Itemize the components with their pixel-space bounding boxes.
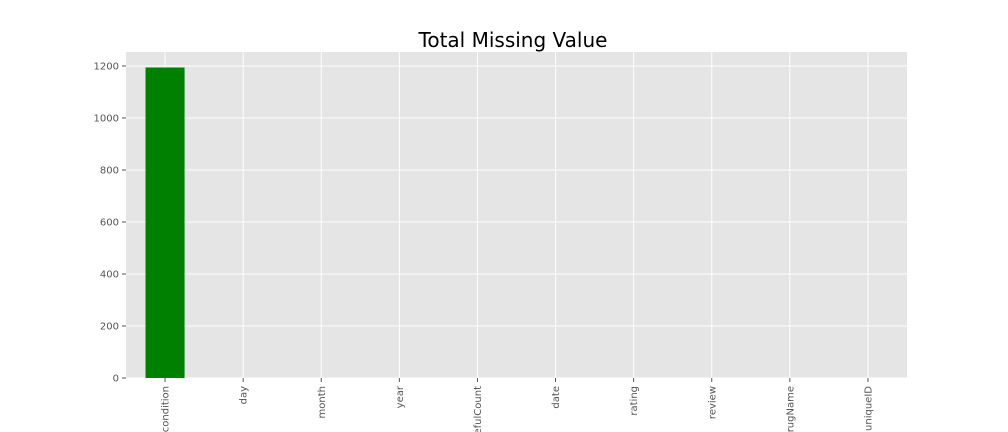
y-tick-label: 1200 xyxy=(94,61,119,72)
x-tick-label: drugName xyxy=(785,386,796,432)
x-tick-label: review xyxy=(707,386,718,419)
x-tick-label: usefulCount xyxy=(473,386,484,432)
y-axis-ticks: 0 200 400 600 800 1000 1200 xyxy=(94,61,126,385)
chart-title: Total Missing Value xyxy=(418,28,608,52)
y-tick-label: 200 xyxy=(100,321,119,332)
y-tick-label: 0 xyxy=(113,374,119,385)
y-tick-label: 600 xyxy=(100,217,119,228)
plot-area xyxy=(126,52,907,378)
x-tick-label: month xyxy=(317,386,328,418)
x-tick-label: rating xyxy=(629,386,640,416)
y-tick-label: 1000 xyxy=(94,113,119,124)
bars xyxy=(145,67,185,379)
x-axis-ticks: condition day month year usefulCount date rati… xyxy=(161,378,874,432)
x-tick-label: year xyxy=(395,385,406,408)
x-tick-label: date xyxy=(551,386,562,409)
y-tick-label: 400 xyxy=(100,269,119,280)
x-tick-label: uniqueID xyxy=(863,386,874,431)
bar-condition xyxy=(145,67,185,379)
y-tick-label: 800 xyxy=(100,165,119,176)
x-tick-label: day xyxy=(239,386,250,404)
x-tick-label: condition xyxy=(161,386,172,432)
